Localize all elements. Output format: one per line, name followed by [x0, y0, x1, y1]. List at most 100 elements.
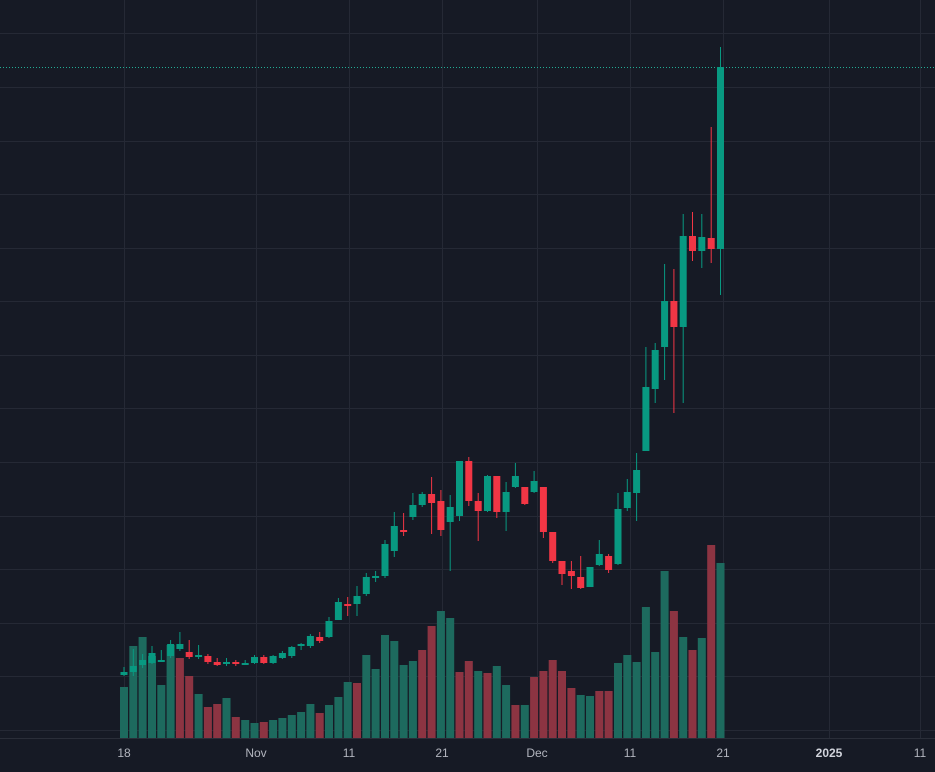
- candle[interactable]: [493, 476, 501, 518]
- candle[interactable]: [185, 640, 193, 659]
- candle[interactable]: [269, 655, 277, 664]
- candle[interactable]: [241, 660, 249, 665]
- candle[interactable]: [334, 598, 342, 620]
- candle[interactable]: [679, 214, 687, 403]
- volume-bar: [483, 673, 492, 738]
- volume-bar: [278, 718, 287, 738]
- volume-bar: [530, 677, 539, 738]
- candle-body: [502, 492, 510, 512]
- candle[interactable]: [446, 495, 454, 571]
- candle[interactable]: [539, 487, 547, 538]
- time-axis-background[interactable]: [0, 738, 935, 772]
- volume-bar: [315, 713, 324, 738]
- candle[interactable]: [260, 655, 268, 664]
- candle-body: [530, 481, 538, 492]
- candle-body: [623, 492, 631, 508]
- candle[interactable]: [325, 617, 333, 638]
- candle-body: [642, 387, 650, 451]
- time-axis[interactable]: 18 Nov 11 21 Dec 11 21 2025 11: [0, 738, 935, 772]
- candle-body: [474, 501, 482, 511]
- candle[interactable]: [278, 651, 286, 659]
- candles: [120, 47, 724, 676]
- candle[interactable]: [595, 540, 603, 566]
- candle[interactable]: [605, 554, 613, 573]
- candle[interactable]: [418, 492, 426, 507]
- candle[interactable]: [167, 640, 175, 658]
- volume-bar: [185, 676, 194, 738]
- candle-body: [223, 662, 230, 664]
- candle[interactable]: [232, 660, 240, 666]
- candle[interactable]: [120, 667, 128, 676]
- candle[interactable]: [129, 649, 137, 676]
- candle[interactable]: [558, 561, 566, 585]
- candle[interactable]: [661, 264, 669, 380]
- volume-bar: [511, 705, 520, 738]
- volume-bar: [390, 641, 399, 738]
- candle[interactable]: [567, 561, 575, 589]
- candle[interactable]: [511, 463, 519, 488]
- candle[interactable]: [437, 490, 445, 536]
- candle-body: [381, 544, 389, 576]
- candle-body: [204, 656, 212, 662]
- candle[interactable]: [400, 513, 408, 536]
- candle[interactable]: [381, 540, 389, 578]
- candle-body: [567, 571, 575, 576]
- candle-body: [698, 237, 706, 251]
- candle[interactable]: [195, 645, 203, 659]
- candle-body: [288, 647, 296, 656]
- candle[interactable]: [502, 482, 510, 531]
- candle[interactable]: [316, 632, 324, 643]
- candle[interactable]: [614, 493, 622, 565]
- candle[interactable]: [139, 654, 147, 668]
- candle[interactable]: [698, 214, 706, 268]
- candle[interactable]: [623, 479, 631, 511]
- volume-bars: [120, 545, 725, 738]
- candle[interactable]: [530, 471, 538, 493]
- candle-body: [605, 556, 613, 570]
- candle[interactable]: [577, 556, 585, 589]
- volume-bar: [120, 687, 128, 738]
- candle-body: [260, 657, 268, 663]
- candle[interactable]: [213, 658, 221, 666]
- candle[interactable]: [176, 632, 184, 651]
- candle[interactable]: [689, 212, 696, 261]
- candle[interactable]: [456, 461, 463, 521]
- candle-body: [614, 509, 622, 564]
- candle[interactable]: [204, 654, 212, 664]
- candle[interactable]: [474, 493, 482, 541]
- candle-body: [129, 666, 137, 672]
- candle[interactable]: [306, 634, 314, 648]
- candle[interactable]: [670, 269, 678, 413]
- volume-bar: [250, 723, 259, 738]
- candle[interactable]: [362, 573, 370, 596]
- candle[interactable]: [148, 646, 156, 664]
- candle[interactable]: [642, 347, 650, 451]
- volume-bar: [614, 663, 622, 738]
- volume-bar: [241, 720, 250, 738]
- candle[interactable]: [549, 532, 557, 563]
- candle[interactable]: [521, 487, 529, 505]
- candle[interactable]: [353, 586, 361, 616]
- candle[interactable]: [288, 646, 296, 658]
- volume-bar: [129, 646, 138, 738]
- candle[interactable]: [586, 567, 594, 587]
- candle[interactable]: [465, 457, 473, 506]
- candle[interactable]: [390, 512, 398, 557]
- candle[interactable]: [484, 475, 491, 512]
- candle[interactable]: [428, 477, 436, 534]
- candle[interactable]: [707, 127, 715, 263]
- candle[interactable]: [633, 453, 641, 521]
- candle[interactable]: [651, 343, 659, 403]
- candle[interactable]: [251, 655, 258, 664]
- candle[interactable]: [717, 47, 724, 295]
- candle-body: [400, 530, 408, 532]
- candle[interactable]: [223, 658, 230, 666]
- candle[interactable]: [372, 571, 380, 582]
- candle[interactable]: [409, 493, 417, 520]
- candle[interactable]: [344, 597, 352, 616]
- time-axis-tick-label: Nov: [245, 746, 266, 760]
- candle[interactable]: [297, 643, 305, 650]
- candle[interactable]: [157, 650, 165, 662]
